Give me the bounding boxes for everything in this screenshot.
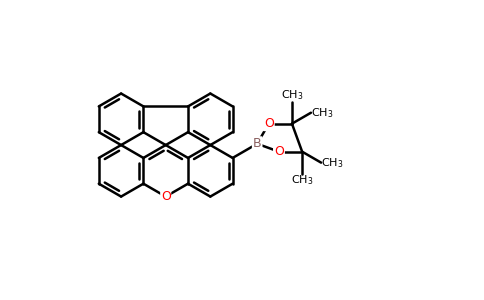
Text: O: O <box>161 190 171 203</box>
Text: CH$_3$: CH$_3$ <box>311 106 333 120</box>
Text: CH$_3$: CH$_3$ <box>281 88 303 102</box>
Text: B: B <box>253 137 261 150</box>
Text: CH$_3$: CH$_3$ <box>321 156 344 170</box>
Text: O: O <box>274 145 284 158</box>
Text: O: O <box>264 117 274 130</box>
Text: CH$_3$: CH$_3$ <box>291 174 313 188</box>
